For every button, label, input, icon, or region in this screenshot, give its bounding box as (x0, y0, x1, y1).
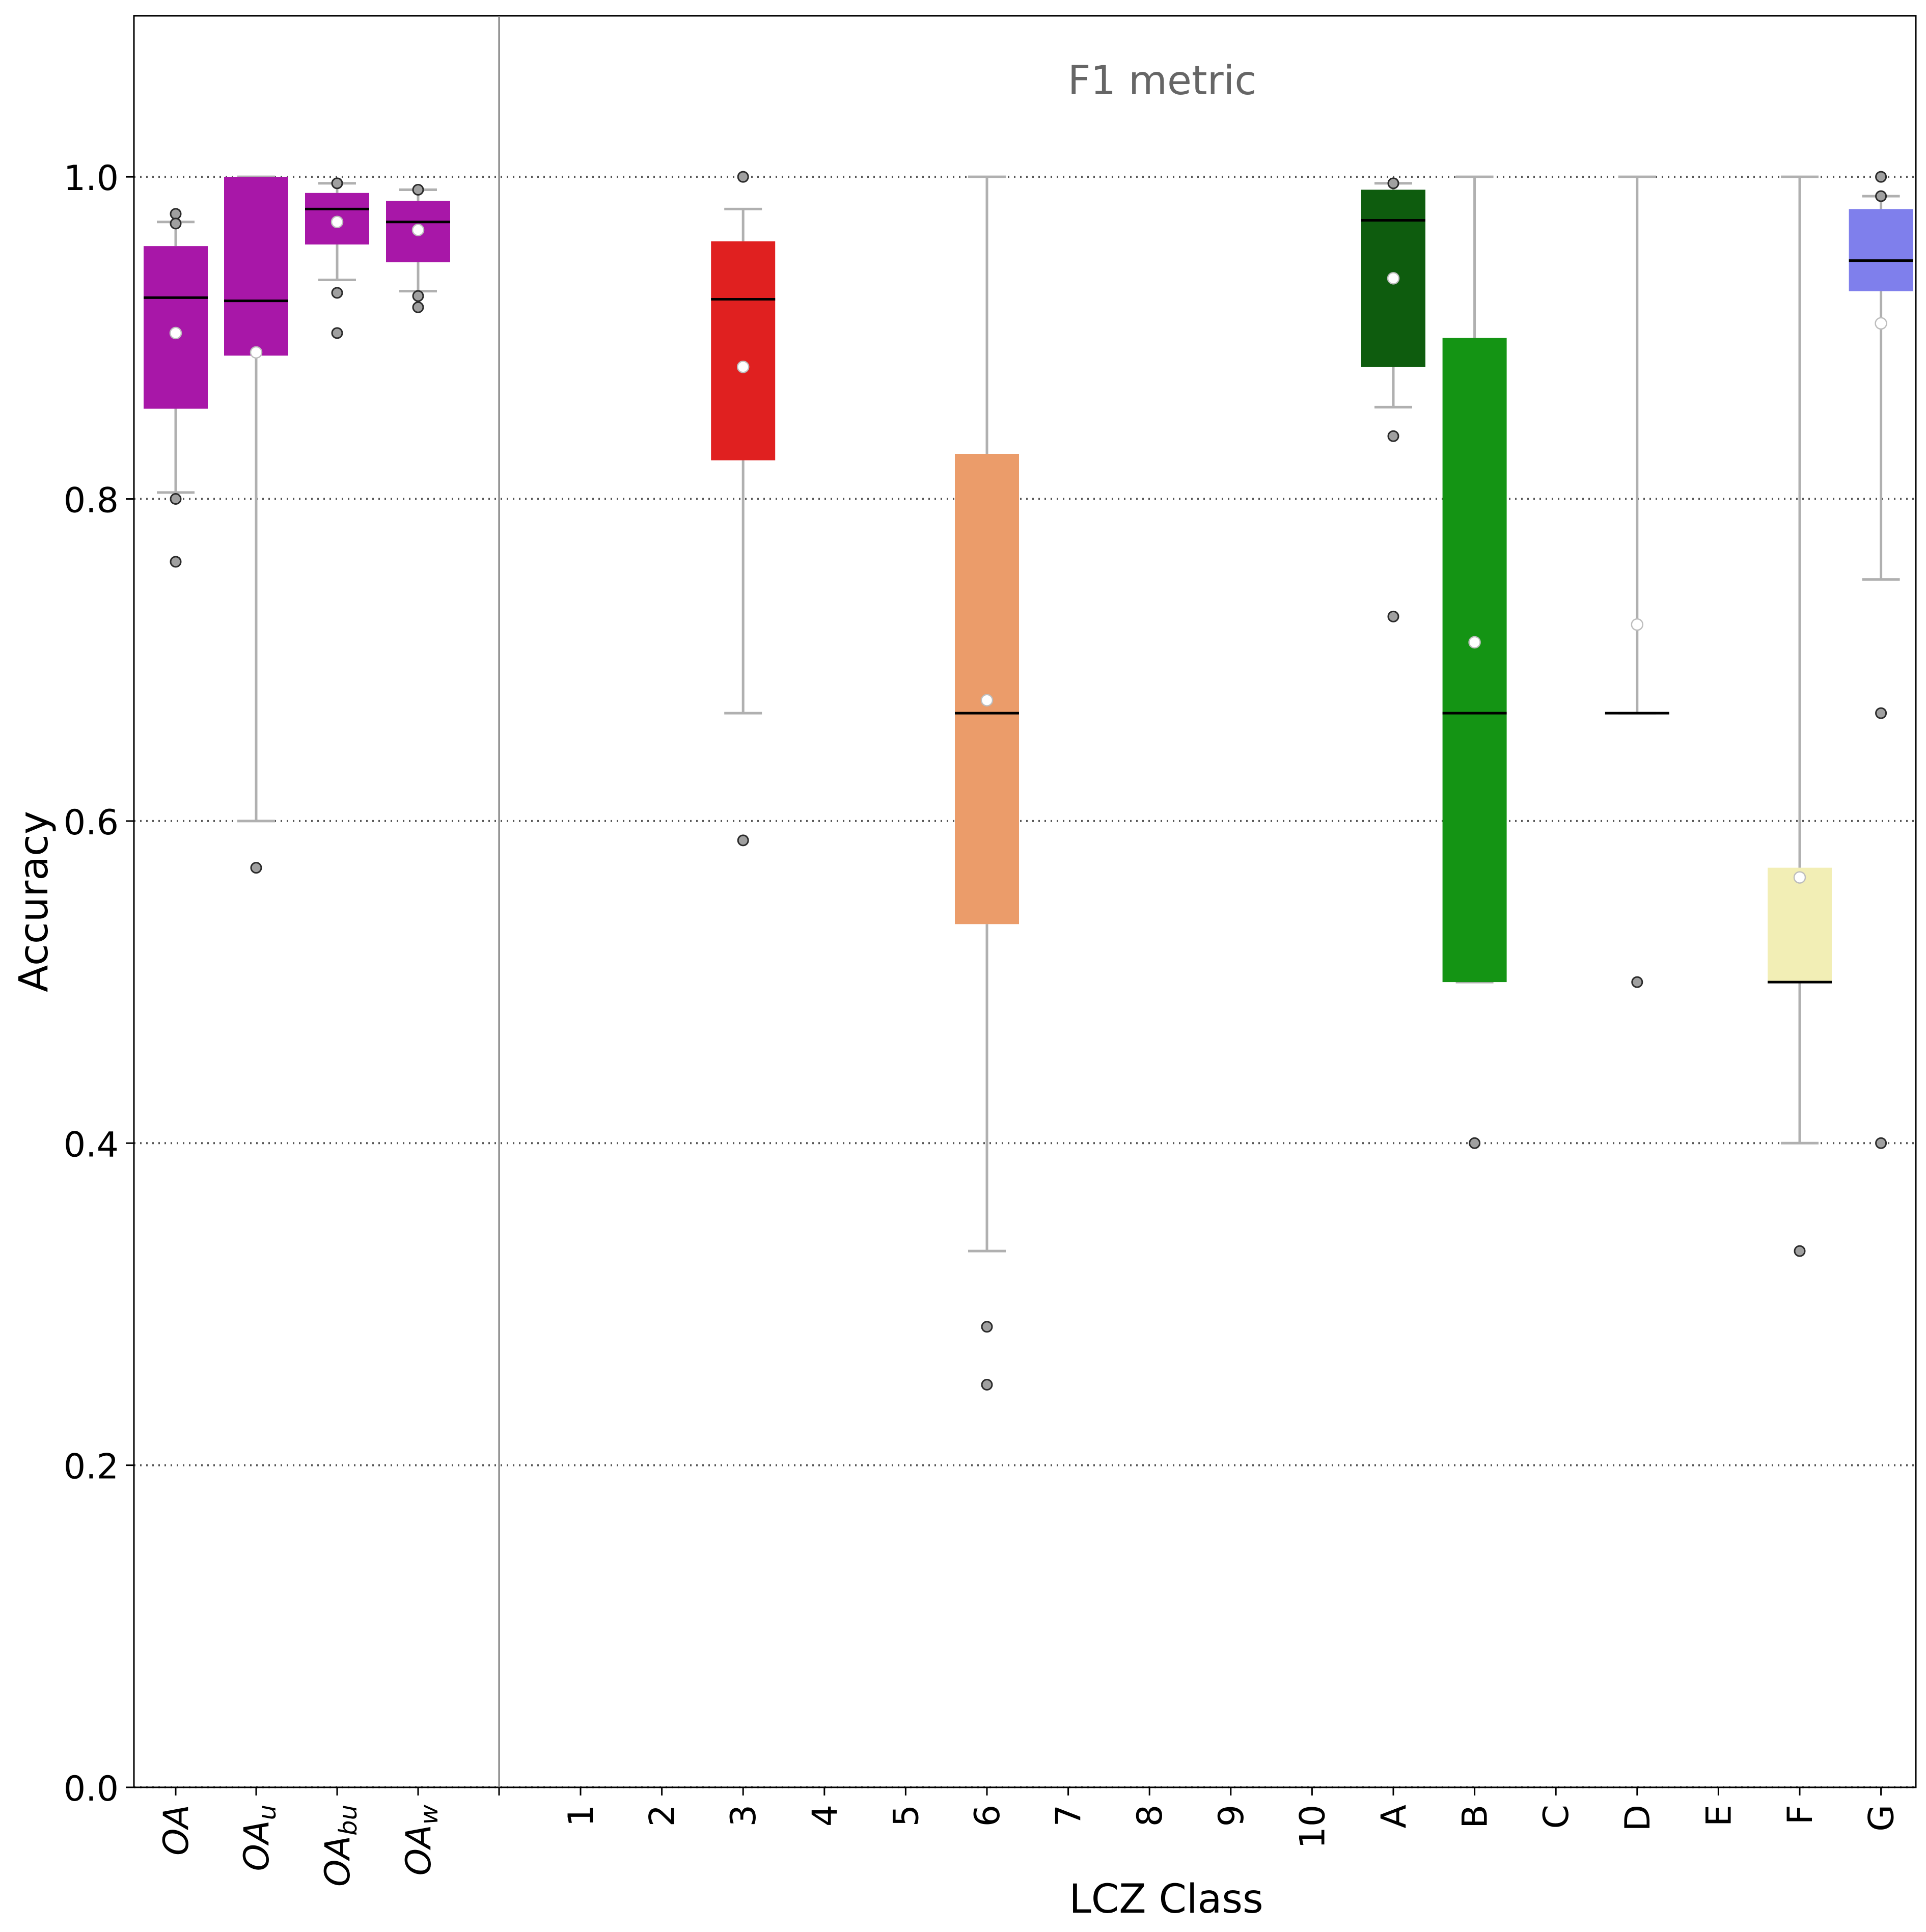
outlier-point (412, 183, 424, 196)
box-A (1361, 177, 1425, 622)
x-tick-label: B (1455, 1805, 1496, 1829)
outlier-point (170, 493, 182, 505)
x-tick-label: OAbu (318, 1805, 363, 1887)
x-tick-label: 2 (643, 1805, 683, 1827)
x-tick-label: OAw (399, 1804, 444, 1875)
box-OA (144, 208, 208, 568)
x-tick-label: OAu (237, 1805, 282, 1871)
mean-marker (736, 361, 750, 373)
x-tick-label: 4 (805, 1805, 845, 1827)
outlier-point (170, 556, 182, 568)
outlier-point (331, 177, 343, 189)
x-tick-label: F (1780, 1805, 1821, 1825)
outlier-point (1387, 177, 1399, 189)
y-tick-label: 0.4 (64, 1125, 119, 1165)
outlier-point (1875, 1137, 1887, 1149)
iqr-box (1442, 338, 1507, 983)
box-D (1605, 175, 1669, 988)
x-axis-label: LCZ Class (1069, 1876, 1263, 1922)
outlier-point (981, 1321, 993, 1333)
box-3 (711, 171, 776, 847)
outlier-point (1875, 171, 1887, 183)
y-tick-label: 0.0 (64, 1769, 119, 1809)
x-tick-label: D (1618, 1805, 1658, 1831)
box-F (1768, 175, 1832, 1257)
mean-marker (169, 326, 182, 340)
x-axis: OA OAu OAbu OAw 1 2 3 4 5 6 7 8 9 10 A B C D E F G (156, 1787, 1902, 1887)
y-axis-label: Accuracy (11, 811, 57, 992)
mean-marker (331, 215, 344, 228)
outlier-point (1794, 1245, 1806, 1257)
x-tick-label: 9 (1212, 1805, 1252, 1827)
outlier-point (737, 171, 749, 183)
outlier-point (1469, 1137, 1481, 1149)
x-tick-label: 3 (724, 1805, 764, 1827)
x-tick-label: E (1699, 1805, 1739, 1827)
x-tick-label: 5 (886, 1805, 926, 1827)
mean-marker (1387, 272, 1400, 285)
mean-marker (1631, 618, 1644, 631)
iqr-box (955, 454, 1019, 924)
box-G (1849, 171, 1913, 1149)
x-tick-label: G (1862, 1805, 1902, 1832)
grid-lines (134, 176, 1916, 1788)
outlier-point (412, 301, 424, 313)
outlier-point (1875, 190, 1887, 202)
outlier-point (331, 327, 343, 339)
y-axis: 0.0 0.2 0.4 0.6 0.8 1.0 (64, 158, 134, 1809)
outlier-point (1631, 976, 1643, 988)
x-tick-label: C (1536, 1805, 1577, 1829)
mean-marker (980, 694, 994, 707)
mean-marker (1468, 636, 1481, 649)
x-tick-label: 10 (1292, 1805, 1333, 1849)
x-tick-label: 6 (968, 1805, 1008, 1827)
box-6 (955, 175, 1019, 1391)
boxes-layer (144, 171, 1913, 1391)
y-tick-label: 1.0 (64, 158, 119, 199)
mean-marker (250, 346, 263, 359)
x-tick-label: A (1374, 1805, 1414, 1829)
outlier-point (331, 287, 343, 299)
mean-marker (411, 224, 425, 236)
y-tick-label: 0.6 (64, 803, 119, 843)
x-tick-label: 8 (1130, 1805, 1170, 1827)
iqr-box (224, 177, 288, 356)
outlier-point (1387, 430, 1399, 442)
y-tick-label: 0.8 (64, 481, 119, 521)
chart-annotation: F1 metric (1068, 58, 1256, 104)
outlier-point (981, 1379, 993, 1391)
x-tick-label: 7 (1049, 1805, 1089, 1827)
mean-marker (1793, 871, 1806, 884)
plot-area-frame (133, 15, 1917, 1788)
box-B (1442, 175, 1507, 1149)
iqr-box (1768, 867, 1832, 983)
outlier-point (170, 208, 182, 220)
mean-marker (1875, 317, 1887, 330)
y-tick-label: 0.2 (64, 1447, 119, 1487)
box-OAw (386, 183, 450, 313)
iqr-box (1849, 209, 1913, 291)
box-OAu (224, 175, 288, 874)
outlier-point (412, 290, 424, 302)
outlier-point (1387, 610, 1399, 622)
outlier-point (250, 862, 262, 874)
x-tick-label: OA (156, 1805, 197, 1856)
box-OAbu (305, 177, 369, 339)
outlier-point (1875, 707, 1887, 719)
iqr-box (711, 241, 776, 460)
x-tick-label: 1 (561, 1805, 601, 1827)
outlier-point (170, 217, 182, 230)
outlier-point (737, 834, 749, 847)
